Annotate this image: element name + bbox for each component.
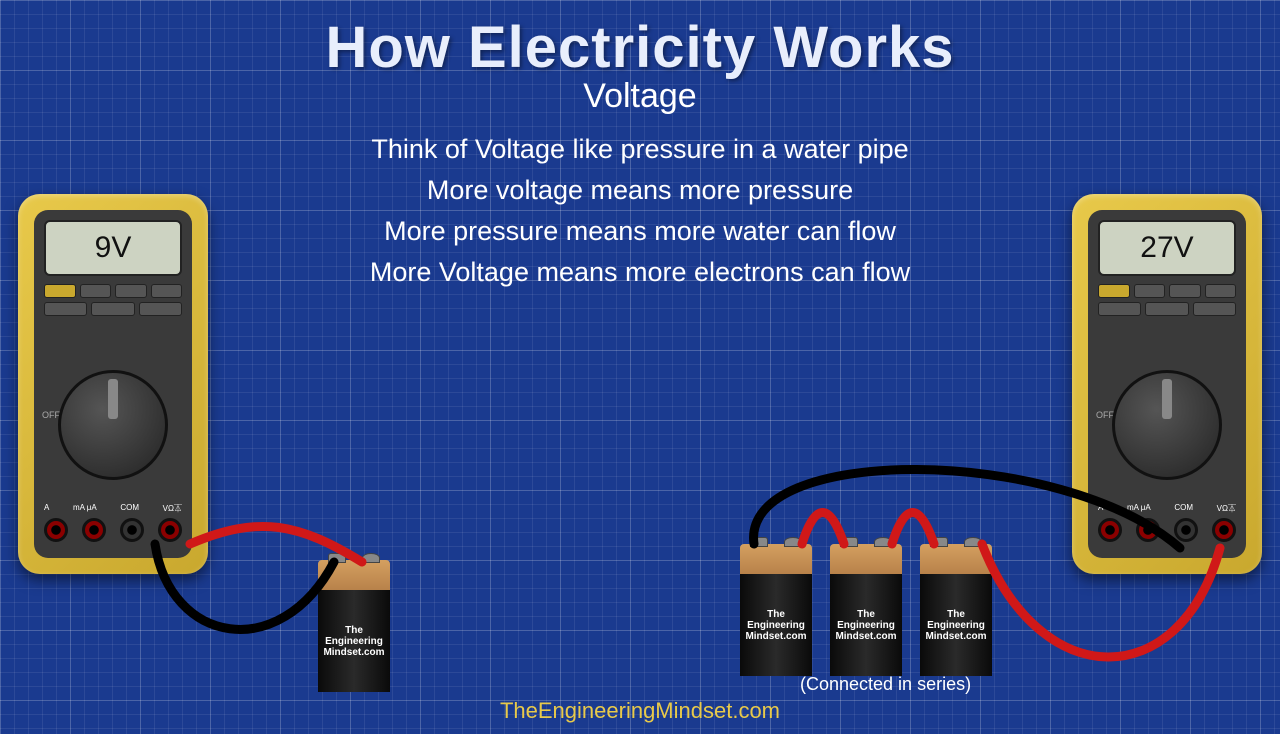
meter-ports [44,518,182,542]
battery-9v: TheEngineeringMindset.com [920,544,992,676]
meter-ports [1098,518,1236,542]
main-title: How Electricity Works [0,14,1280,81]
meter-buttons [44,284,182,298]
rotary-dial [58,370,168,480]
wire-right-red-link1 [802,513,844,545]
battery-9v: TheEngineeringMindset.com [740,544,812,676]
meter-buttons [1098,302,1236,316]
series-caption: (Connected in series) [800,674,971,695]
multimeter-right: 27V OFF A mA μA COM VΩ⏄ [1072,194,1262,574]
multimeter-left: 9V OFF A mA μA COM VΩ⏄ [18,194,208,574]
battery-9v: TheEngineeringMindset.com [830,544,902,676]
lcd-right: 27V [1098,220,1236,276]
footer-url: TheEngineeringMindset.com [0,698,1280,724]
lcd-left: 9V [44,220,182,276]
port-labels: A mA μA COM VΩ⏄ [1098,503,1236,514]
meter-buttons [44,302,182,316]
wire-right-red-link2 [892,513,934,545]
subtitle: Voltage [0,77,1280,116]
meter-buttons [1098,284,1236,298]
rotary-dial [1112,370,1222,480]
bullet-item: Think of Voltage like pressure in a wate… [0,134,1280,165]
port-labels: A mA μA COM VΩ⏄ [44,503,182,514]
battery-9v: TheEngineeringMindset.com [318,560,390,692]
